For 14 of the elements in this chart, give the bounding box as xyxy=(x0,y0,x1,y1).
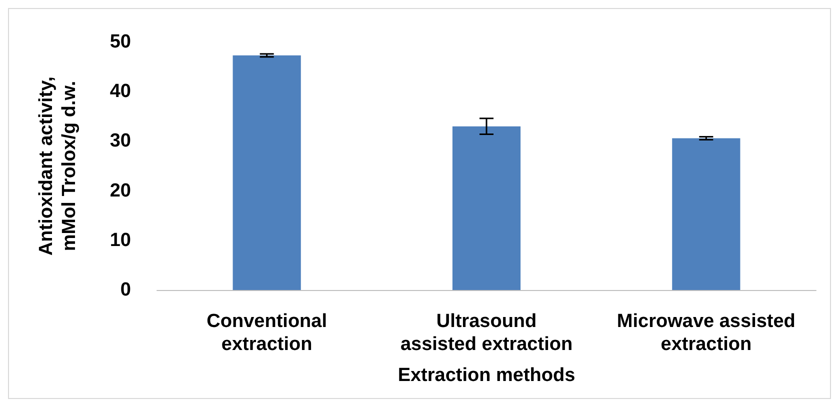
bar xyxy=(232,55,301,290)
y-tick-label: 20 xyxy=(110,180,131,202)
bar xyxy=(672,138,740,290)
x-tick-label: Microwave assisted extraction xyxy=(616,311,796,355)
bar xyxy=(452,126,521,290)
y-tick-label: 10 xyxy=(110,230,131,251)
y-tick-label: 50 xyxy=(110,32,131,52)
y-tick-label: 0 xyxy=(120,280,131,300)
y-tick-label: 30 xyxy=(110,130,131,152)
y-axis-title: Antioxidant activity, mMol Trolox/g d.w. xyxy=(36,76,80,256)
x-tick-label: Ultrasound assisted extraction xyxy=(400,311,573,355)
x-tick-label: Conventional extraction xyxy=(206,311,328,355)
y-tick-label: 40 xyxy=(110,81,131,102)
x-axis-title: Extraction methods xyxy=(398,365,576,386)
